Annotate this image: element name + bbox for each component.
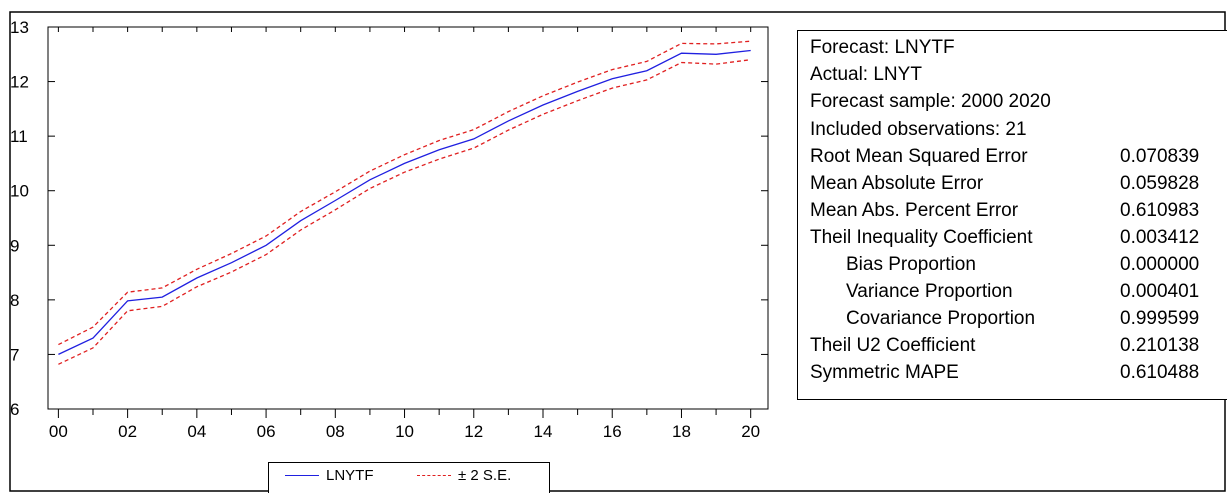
stat-label: Bias Proportion — [846, 254, 976, 275]
stat-value: 0.610488 — [1120, 362, 1200, 383]
legend-swatch-dashed — [417, 475, 451, 476]
x-tick-label: 12 — [464, 422, 483, 441]
x-tick-label: 14 — [534, 422, 553, 441]
stat-label: Root Mean Squared Error — [810, 146, 1028, 167]
x-tick-label: 16 — [603, 422, 622, 441]
x-tick-label: 04 — [187, 422, 206, 441]
stat-value: 0.999599 — [1120, 308, 1200, 329]
stat-label: Mean Absolute Error — [810, 173, 984, 194]
actual-label: Actual: LNYT — [810, 64, 922, 85]
y-tick-label: 13 — [10, 18, 29, 37]
x-tick-label: 00 — [49, 422, 68, 441]
forecast-label: Forecast: LNYTF — [810, 37, 955, 58]
stat-row-theil: Theil Inequality Coefficient 0.003412 — [810, 227, 1199, 249]
stat-row-mape: Mean Abs. Percent Error 0.610983 — [810, 200, 1199, 222]
legend-swatch-solid — [285, 475, 319, 476]
y-tick-label: 8 — [10, 291, 19, 310]
stat-value: 0.070839 — [1120, 146, 1200, 167]
stat-label: Covariance Proportion — [846, 308, 1036, 329]
forecast-sample-label: Forecast sample: 2000 2020 — [810, 91, 1051, 112]
legend-item-se-band: ± 2 S.E. — [417, 467, 511, 484]
series-line-lower-band — [58, 59, 751, 365]
x-tick-label: 20 — [741, 422, 760, 441]
x-tick-label: 18 — [672, 422, 691, 441]
x-tick-label: 10 — [395, 422, 414, 441]
stat-row-rmse: Root Mean Squared Error 0.070839 — [810, 146, 1199, 168]
y-tick-label: 7 — [10, 345, 19, 364]
stat-row-mae: Mean Absolute Error 0.059828 — [810, 173, 1199, 195]
stat-label: Theil U2 Coefficient — [810, 335, 976, 356]
stat-label: Mean Abs. Percent Error — [810, 200, 1019, 221]
y-tick-label: 6 — [10, 400, 19, 419]
chart-legend: LNYTF ± 2 S.E. — [268, 462, 550, 493]
stat-value: 0.003412 — [1120, 227, 1200, 248]
stat-label: Variance Proportion — [846, 281, 1013, 302]
stat-row-bias: Bias Proportion 0.000000 — [810, 254, 1199, 276]
series-line-lnytf — [58, 49, 751, 355]
stat-label: Theil Inequality Coefficient — [810, 227, 1033, 248]
stat-row-theil-u2: Theil U2 Coefficient 0.210138 — [810, 335, 1199, 357]
series-line-upper-band — [58, 40, 751, 346]
stat-value: 0.000401 — [1120, 281, 1200, 302]
legend-label: ± 2 S.E. — [458, 467, 512, 484]
plot-area — [47, 26, 769, 410]
stat-value: 0.610983 — [1120, 200, 1200, 221]
stat-value: 0.059828 — [1120, 173, 1200, 194]
stat-value: 0.210138 — [1120, 335, 1200, 356]
stat-value: 0.000000 — [1120, 254, 1200, 275]
legend-label: LNYTF — [326, 467, 374, 484]
x-tick-label: 02 — [118, 422, 137, 441]
stat-row-smape: Symmetric MAPE 0.610488 — [810, 362, 1199, 384]
legend-item-lnytf: LNYTF — [285, 467, 374, 484]
y-tick-label: 10 — [10, 182, 29, 201]
y-tick-label: 11 — [10, 127, 28, 146]
x-tick-label: 08 — [326, 422, 345, 441]
stat-label: Symmetric MAPE — [810, 362, 959, 383]
stat-row-variance: Variance Proportion 0.000401 — [810, 281, 1199, 303]
stat-row-covariance: Covariance Proportion 0.999599 — [810, 308, 1199, 330]
y-tick-label: 12 — [10, 73, 29, 92]
included-observations-label: Included observations: 21 — [810, 119, 1027, 140]
x-tick-label: 06 — [257, 422, 276, 441]
forecast-statistics-panel: Forecast: LNYTF Actual: LNYT Forecast sa… — [797, 30, 1227, 400]
y-tick-label: 9 — [10, 236, 19, 255]
